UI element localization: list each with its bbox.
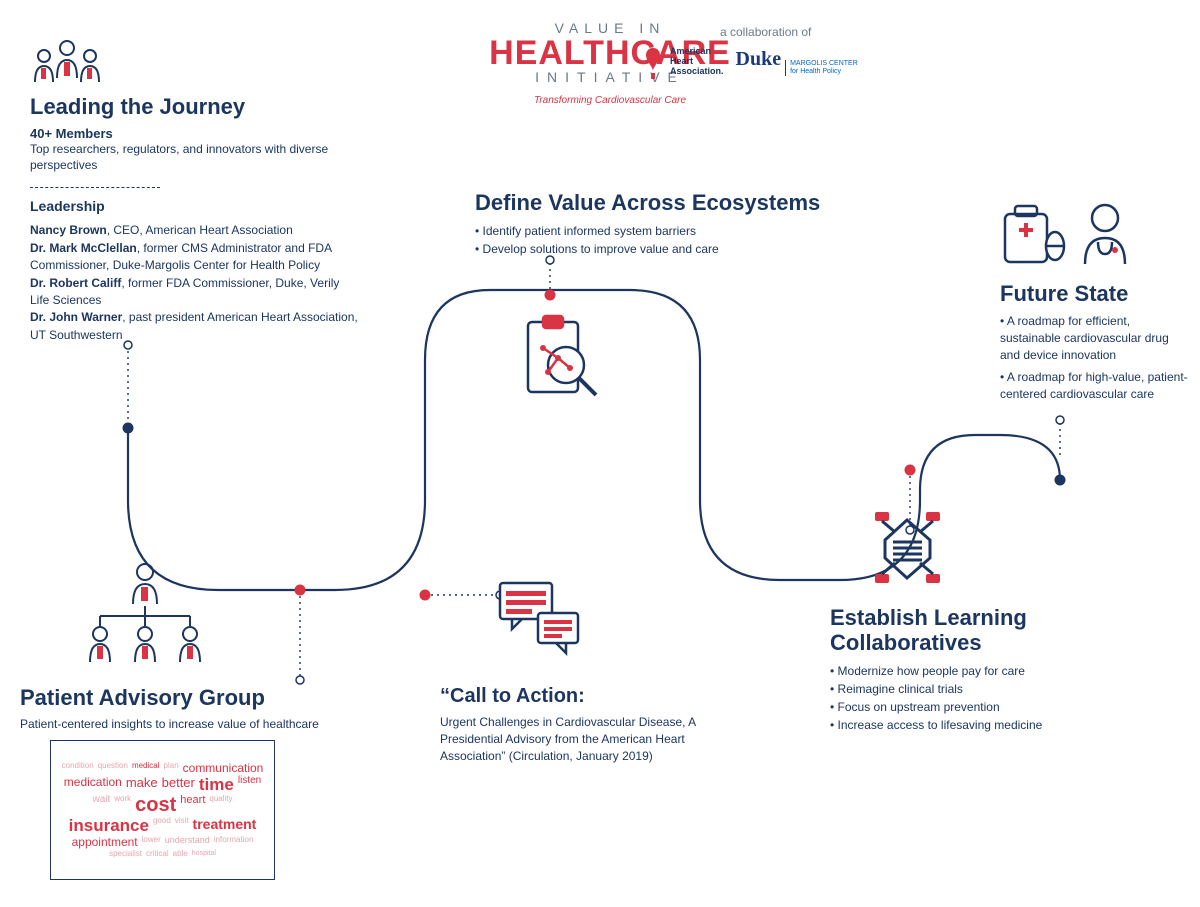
- wordcloud-word: plan: [164, 762, 179, 774]
- wordcloud-word: insurance: [69, 817, 149, 834]
- future-state-block: Future State • A roadmap for efficient, …: [1000, 275, 1190, 403]
- wordcloud-word: quality: [209, 795, 232, 815]
- elc-title: Establish Learning Collaboratives: [830, 605, 1160, 656]
- cta-title: “Call to Action:: [440, 685, 740, 708]
- members-heading: 40+ Members: [30, 126, 360, 141]
- wordcloud-word: specialist: [109, 850, 142, 858]
- pag-subtitle: Patient-centered insights to increase va…: [20, 717, 400, 731]
- fs-title: Future State: [1000, 281, 1190, 307]
- elc-bullets: • Modernize how people pay for care• Rei…: [830, 662, 1160, 734]
- clipboard-analysis-icon: [518, 310, 608, 415]
- wordcloud-word: understand: [165, 836, 210, 848]
- wordcloud-word: listen: [238, 776, 261, 793]
- speech-bubbles-icon: [490, 575, 590, 670]
- wordcloud-word: critical: [146, 850, 169, 858]
- leadership-heading: Leadership: [30, 198, 360, 214]
- wordcloud-word: hospital: [192, 850, 216, 858]
- leaders-icon: [30, 38, 104, 93]
- duke-sub: MARGOLIS CENTER for Health Policy: [785, 60, 858, 75]
- bullet-item: • Increase access to lifesaving medicine: [830, 716, 1160, 734]
- wordcloud-word: appointment: [72, 836, 138, 848]
- wordcloud-word: cost: [135, 795, 176, 815]
- wordcloud-word: medical: [132, 762, 160, 774]
- aha-text: American Heart Association.: [670, 47, 724, 77]
- wordcloud-word: visit: [175, 817, 189, 834]
- wordcloud-word: heart: [180, 795, 205, 815]
- wordcloud-box: condition question medical plan communicatio…: [50, 740, 275, 880]
- wordcloud-word: lower: [142, 836, 161, 848]
- pag-title: Patient Advisory Group: [20, 685, 400, 711]
- wordcloud-word: time: [199, 776, 234, 793]
- collab-label: a collaboration of: [720, 25, 940, 39]
- leader-entry: Dr. Mark McClellan, former CMS Administr…: [30, 240, 360, 275]
- bullet-item: • Develop solutions to improve value and…: [475, 240, 855, 258]
- define-value-block: Define Value Across Ecosystems • Identif…: [475, 190, 855, 258]
- org-chart-icon: [80, 560, 210, 675]
- leader-entry: Dr. John Warner, past president American…: [30, 309, 360, 344]
- wordcloud-word: work: [114, 795, 131, 815]
- wordcloud-word: better: [162, 776, 195, 793]
- wordcloud-word: condition: [62, 762, 94, 774]
- wordcloud-word: question: [98, 762, 128, 774]
- dve-title: Define Value Across Ecosystems: [475, 190, 855, 216]
- leading-title: Leading the Journey: [30, 94, 360, 120]
- hands-together-icon: [855, 500, 960, 600]
- aha-logo: American Heart Association.: [640, 45, 724, 79]
- leaders-list: Nancy Brown, CEO, American Heart Associa…: [30, 222, 360, 344]
- wordcloud-word: good: [153, 817, 171, 834]
- patient-advisory-block: Patient Advisory Group Patient-centered …: [20, 685, 400, 731]
- duke-text: Duke: [736, 48, 782, 71]
- leading-journey-block: Leading the Journey 40+ Members Top rese…: [30, 94, 360, 344]
- wordcloud-word: communication: [183, 762, 264, 774]
- collab-block: a collaboration of American Heart Associ…: [640, 25, 940, 79]
- dve-bullets: • Identify patient informed system barri…: [475, 222, 855, 258]
- wordcloud-word: treatment: [193, 817, 257, 834]
- leader-entry: Dr. Robert Califf, former FDA Commission…: [30, 275, 360, 310]
- members-desc: Top researchers, regulators, and innovat…: [30, 141, 360, 173]
- bullet-item: • Modernize how people pay for care: [830, 662, 1160, 680]
- future-state-icon: [1000, 200, 1140, 275]
- fs-para1: • A roadmap for efficient, sustainable c…: [1000, 313, 1190, 363]
- wordcloud-word: medication: [64, 776, 122, 793]
- call-to-action-block: “Call to Action: Urgent Challenges in Ca…: [440, 685, 740, 764]
- cta-body: Urgent Challenges in Cardiovascular Dise…: [440, 714, 740, 764]
- wordcloud-word: wait: [92, 795, 110, 815]
- wordcloud-word: able: [173, 850, 188, 858]
- wordcloud-word: information: [214, 836, 254, 848]
- fs-para2: • A roadmap for high-value, patient-cent…: [1000, 369, 1190, 403]
- duke-logo: Duke MARGOLIS CENTER for Health Policy: [736, 48, 858, 75]
- establish-learning-block: Establish Learning Collaboratives • Mode…: [830, 605, 1160, 734]
- bullet-item: • Identify patient informed system barri…: [475, 222, 855, 240]
- bullet-item: • Focus on upstream prevention: [830, 698, 1160, 716]
- header-tagline: Transforming Cardiovascular Care: [290, 95, 930, 106]
- leader-entry: Nancy Brown, CEO, American Heart Associa…: [30, 222, 360, 239]
- wordcloud-word: make: [126, 776, 158, 793]
- bullet-item: • Reimagine clinical trials: [830, 680, 1160, 698]
- divider: [30, 187, 160, 188]
